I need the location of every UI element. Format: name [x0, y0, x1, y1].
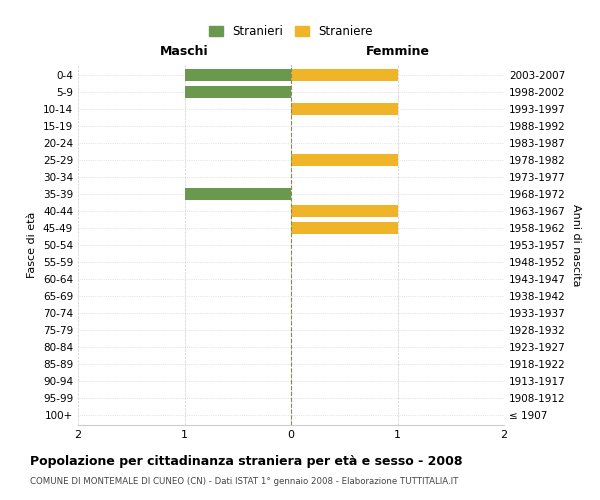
Text: Femmine: Femmine — [365, 45, 430, 58]
Y-axis label: Anni di nascita: Anni di nascita — [571, 204, 581, 286]
Bar — [291, 103, 398, 115]
Bar — [291, 222, 398, 234]
Bar — [185, 188, 291, 200]
Bar — [291, 154, 398, 166]
Text: Popolazione per cittadinanza straniera per età e sesso - 2008: Popolazione per cittadinanza straniera p… — [30, 455, 463, 468]
Bar — [185, 86, 291, 98]
Text: COMUNE DI MONTEMALE DI CUNEO (CN) - Dati ISTAT 1° gennaio 2008 - Elaborazione TU: COMUNE DI MONTEMALE DI CUNEO (CN) - Dati… — [30, 478, 458, 486]
Bar — [291, 205, 398, 217]
Bar — [185, 69, 291, 81]
Y-axis label: Fasce di età: Fasce di età — [28, 212, 37, 278]
Bar — [291, 69, 398, 81]
Legend: Stranieri, Straniere: Stranieri, Straniere — [204, 20, 378, 43]
Text: Maschi: Maschi — [160, 45, 209, 58]
